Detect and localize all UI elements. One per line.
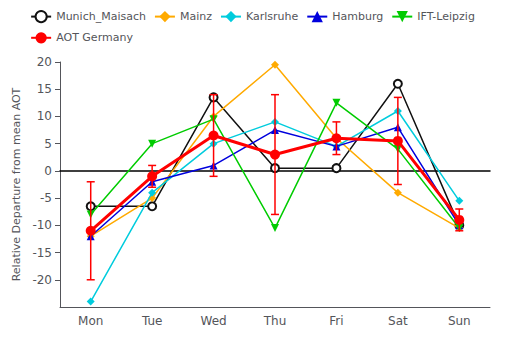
svg-text:5: 5 <box>44 137 52 151</box>
svg-text:Mon: Mon <box>78 314 103 328</box>
svg-text:-20: -20 <box>32 273 52 287</box>
svg-text:10: 10 <box>37 109 52 123</box>
svg-text:20: 20 <box>37 55 52 69</box>
svg-text:AOT Germany: AOT Germany <box>56 31 133 44</box>
svg-text:Sun: Sun <box>448 314 471 328</box>
svg-text:Tue: Tue <box>141 314 163 328</box>
svg-text:Thu: Thu <box>263 314 287 328</box>
svg-text:Karlsruhe: Karlsruhe <box>246 10 299 23</box>
svg-text:-5: -5 <box>40 191 52 205</box>
svg-text:Sat: Sat <box>388 314 408 328</box>
svg-text:Fri: Fri <box>329 314 343 328</box>
svg-text:IFT-Leipzig: IFT-Leipzig <box>417 10 475 23</box>
svg-text:15: 15 <box>37 82 52 96</box>
svg-text:Wed: Wed <box>200 314 226 328</box>
svg-text:-15: -15 <box>32 246 52 260</box>
svg-text:Relative Departure from mean A: Relative Departure from mean AOT <box>10 87 23 281</box>
svg-text:Munich_Maisach: Munich_Maisach <box>56 10 146 23</box>
svg-text:Mainz: Mainz <box>180 10 212 23</box>
svg-text:0: 0 <box>44 164 52 178</box>
svg-text:-10: -10 <box>32 218 52 232</box>
svg-text:Hamburg: Hamburg <box>332 10 383 23</box>
